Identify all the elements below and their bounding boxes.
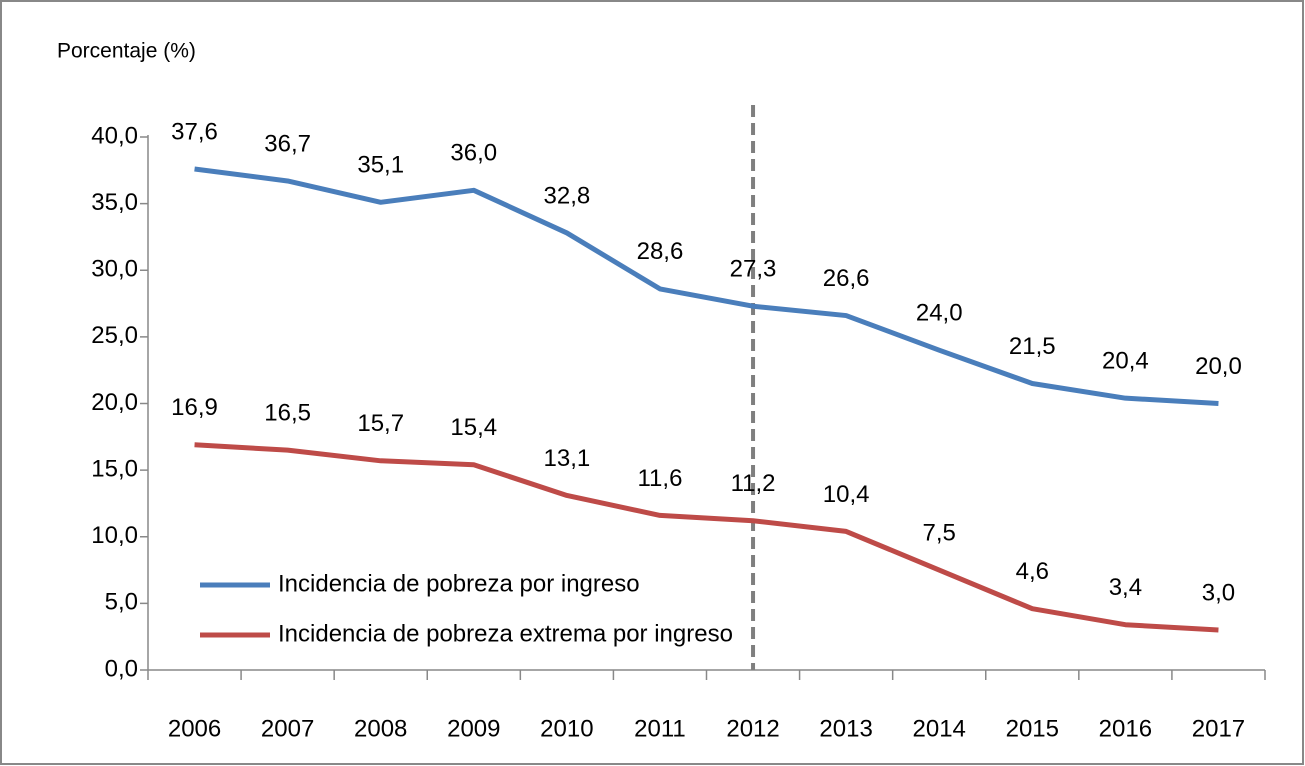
data-label: 3,0 (1202, 579, 1235, 606)
data-label: 27,3 (730, 256, 777, 283)
data-label: 32,8 (544, 182, 591, 209)
data-label: 20,4 (1102, 348, 1149, 375)
data-label: 13,1 (544, 445, 591, 472)
x-tick-label: 2015 (1006, 715, 1059, 742)
series-line (194, 442, 1219, 633)
data-label: 28,6 (637, 238, 684, 265)
x-tick-label: 2006 (168, 715, 221, 742)
data-label: 15,4 (450, 414, 497, 441)
data-label: 16,5 (264, 399, 311, 426)
data-label: 20,0 (1195, 353, 1242, 380)
y-tick-label: 20,0 (91, 389, 138, 416)
series-line (194, 166, 1219, 406)
x-tick-label: 2007 (261, 715, 314, 742)
data-label: 37,6 (171, 118, 218, 145)
data-label: 26,6 (823, 265, 870, 292)
x-tick-label: 2017 (1192, 715, 1245, 742)
data-label: 21,5 (1009, 333, 1056, 360)
data-label: 35,1 (357, 152, 404, 179)
y-tick-label: 10,0 (91, 522, 138, 549)
y-tick-label: 15,0 (91, 455, 138, 482)
x-tick-label: 2012 (726, 715, 779, 742)
y-axis-label: Porcentaje (%) (57, 40, 196, 63)
x-tick-label: 2016 (1099, 715, 1152, 742)
data-label: 11,2 (731, 470, 776, 497)
data-label: 24,0 (916, 300, 963, 327)
data-label: 36,7 (264, 130, 311, 157)
x-tick-label: 2010 (540, 715, 593, 742)
data-label: 10,4 (823, 481, 870, 508)
x-tick-label: 2013 (819, 715, 872, 742)
y-tick-label: 5,0 (105, 589, 138, 616)
y-tick-label: 35,0 (91, 189, 138, 216)
y-tick-label: 0,0 (105, 655, 138, 682)
data-label: 16,9 (171, 394, 218, 421)
data-label: 11,6 (637, 465, 682, 492)
y-tick-label: 25,0 (91, 322, 138, 349)
data-label: 36,0 (450, 140, 497, 167)
data-label: 3,4 (1109, 574, 1142, 601)
x-tick-label: 2014 (913, 715, 966, 742)
x-tick-label: 2008 (354, 715, 407, 742)
legend-label: Incidencia de pobreza extrema por ingres… (278, 620, 733, 647)
x-tick-label: 2011 (634, 715, 686, 742)
data-label: 4,6 (1016, 558, 1049, 585)
y-tick-label: 30,0 (91, 256, 138, 283)
y-tick-label: 40,0 (91, 122, 138, 149)
data-label: 7,5 (923, 519, 956, 546)
x-tick-label: 2009 (447, 715, 500, 742)
legend-label: Incidencia de pobreza por ingreso (278, 570, 640, 597)
data-label: 15,7 (357, 410, 404, 437)
